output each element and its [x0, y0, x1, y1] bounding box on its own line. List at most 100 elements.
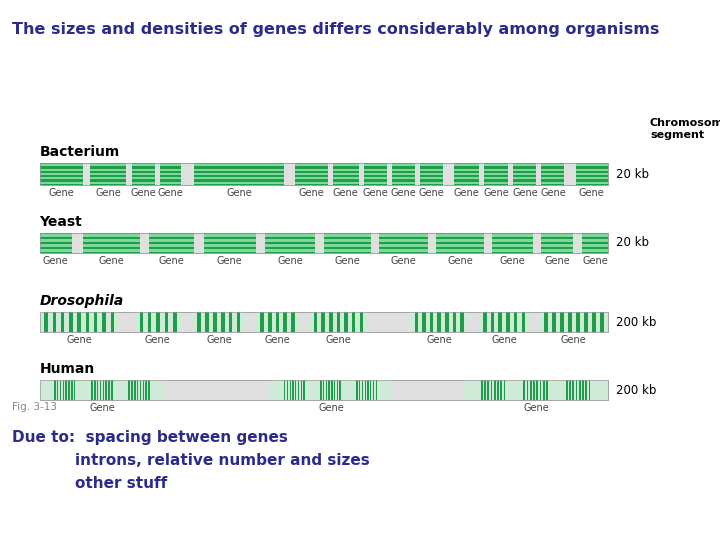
- Bar: [359, 312, 363, 332]
- Bar: [108, 380, 109, 400]
- Bar: [500, 380, 502, 400]
- Text: Gene: Gene: [512, 188, 538, 198]
- Bar: [149, 244, 194, 247]
- Bar: [40, 163, 608, 185]
- Bar: [40, 164, 83, 166]
- Bar: [132, 380, 134, 400]
- Bar: [541, 239, 573, 241]
- Bar: [513, 173, 536, 175]
- Bar: [194, 164, 284, 166]
- Text: Gene: Gene: [561, 335, 587, 345]
- Bar: [270, 380, 392, 400]
- Bar: [531, 380, 534, 400]
- Bar: [237, 312, 240, 332]
- Bar: [324, 249, 371, 252]
- Bar: [76, 380, 77, 400]
- Bar: [492, 244, 533, 247]
- Text: Gene: Gene: [318, 403, 344, 413]
- Bar: [422, 312, 426, 332]
- Bar: [40, 163, 83, 185]
- Text: other stuff: other stuff: [12, 476, 167, 491]
- Text: Gene: Gene: [206, 335, 232, 345]
- Bar: [213, 312, 217, 332]
- Bar: [363, 380, 364, 400]
- Bar: [265, 239, 315, 241]
- Bar: [86, 312, 89, 332]
- Text: segment: segment: [650, 130, 704, 140]
- Bar: [111, 380, 112, 400]
- Bar: [90, 163, 126, 185]
- Bar: [587, 380, 588, 400]
- Bar: [60, 380, 61, 400]
- Bar: [337, 312, 340, 332]
- Bar: [53, 312, 56, 332]
- Bar: [265, 233, 315, 253]
- Bar: [104, 380, 105, 400]
- Bar: [576, 177, 608, 179]
- Bar: [324, 244, 371, 247]
- Bar: [132, 168, 155, 171]
- Bar: [541, 173, 564, 175]
- Bar: [410, 312, 468, 332]
- Bar: [221, 312, 225, 332]
- Bar: [310, 312, 367, 332]
- Bar: [40, 312, 608, 332]
- Bar: [569, 380, 571, 400]
- Bar: [141, 380, 143, 400]
- Bar: [438, 312, 441, 332]
- Bar: [148, 312, 151, 332]
- Text: Gene: Gene: [390, 256, 416, 266]
- Bar: [541, 380, 543, 400]
- Bar: [590, 380, 592, 400]
- Bar: [373, 380, 374, 400]
- Bar: [479, 312, 529, 332]
- Text: Gene: Gene: [390, 188, 416, 198]
- Bar: [454, 173, 479, 175]
- Bar: [392, 181, 415, 184]
- Bar: [576, 181, 608, 184]
- Bar: [495, 380, 498, 400]
- Bar: [102, 380, 103, 400]
- Bar: [143, 380, 144, 400]
- Bar: [61, 312, 64, 332]
- Bar: [567, 380, 569, 400]
- Bar: [40, 181, 83, 184]
- Bar: [100, 380, 102, 400]
- Bar: [149, 249, 194, 252]
- Bar: [377, 380, 378, 400]
- Bar: [379, 239, 428, 241]
- Bar: [485, 380, 486, 400]
- Bar: [358, 380, 359, 400]
- Bar: [392, 177, 415, 179]
- Bar: [481, 380, 482, 400]
- Bar: [572, 380, 574, 400]
- Bar: [55, 380, 57, 400]
- Bar: [436, 244, 484, 247]
- Bar: [295, 173, 328, 175]
- Bar: [112, 380, 114, 400]
- Bar: [295, 181, 328, 184]
- Bar: [194, 163, 284, 185]
- Bar: [333, 168, 359, 171]
- Bar: [544, 380, 546, 400]
- Bar: [436, 239, 484, 241]
- Text: Gene: Gene: [362, 188, 388, 198]
- Bar: [344, 312, 348, 332]
- Bar: [160, 164, 181, 166]
- Bar: [165, 312, 168, 332]
- Bar: [40, 312, 119, 332]
- Text: Gene: Gene: [99, 256, 125, 266]
- Bar: [295, 177, 328, 179]
- Text: Chromosomal: Chromosomal: [650, 118, 720, 128]
- Bar: [541, 164, 564, 166]
- Bar: [305, 380, 306, 400]
- Bar: [83, 234, 140, 237]
- Bar: [105, 380, 107, 400]
- Bar: [420, 177, 443, 179]
- Bar: [194, 177, 284, 179]
- Bar: [67, 380, 68, 400]
- Bar: [324, 234, 371, 237]
- Bar: [78, 312, 81, 332]
- Bar: [484, 181, 508, 184]
- Bar: [453, 312, 456, 332]
